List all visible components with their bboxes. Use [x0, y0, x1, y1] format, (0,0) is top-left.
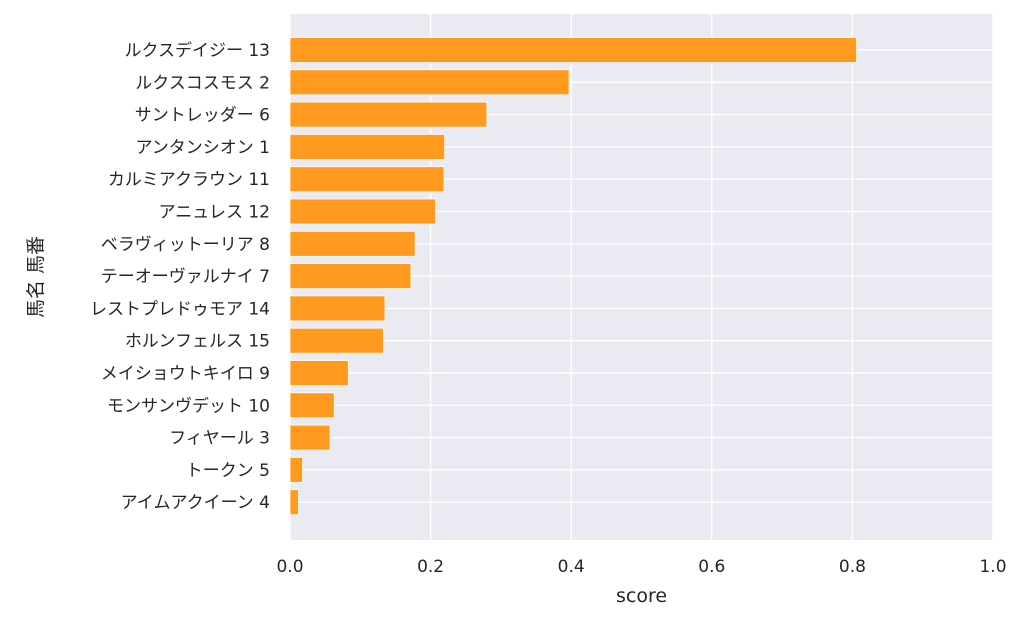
- bar: [289, 198, 436, 225]
- bar: [289, 263, 412, 290]
- bar: [289, 37, 858, 63]
- x-tick-labels: 0.0 0.2 0.4 0.6 0.8 1.0: [276, 557, 1006, 577]
- bar: [289, 392, 335, 419]
- x-tick-label: 1.0: [979, 557, 1006, 577]
- x-tick-label: 0.0: [276, 557, 303, 577]
- bar: [289, 327, 384, 354]
- y-tick-label: フィヤール 3: [169, 429, 270, 449]
- y-axis-label: 馬名 馬番: [25, 236, 47, 318]
- x-tick-label: 0.6: [698, 557, 725, 577]
- y-tick-label: アイムアクイーン 4: [121, 493, 270, 513]
- bar: [289, 166, 445, 193]
- bar: [289, 101, 488, 128]
- x-tick-label: 0.4: [558, 557, 585, 577]
- y-tick-label: モンサンヴデット 10: [107, 395, 270, 416]
- y-tick-label: メイショウトキイロ 9: [101, 364, 270, 384]
- y-tick-labels: ルクスデイジー 13 ルクスコスモス 2 サントレッダー 6 アンタンシオン 1 カルミ…: [90, 40, 270, 513]
- bar: [289, 456, 304, 483]
- bar: [289, 230, 416, 257]
- y-tick-label: レストプレドゥモア 14: [90, 299, 270, 319]
- bars: [289, 37, 858, 516]
- y-tick-label: アンタンシオン 1: [135, 138, 270, 158]
- y-tick-label: サントレッダー 6: [135, 106, 270, 126]
- y-tick-label: ルクスデイジー 13: [124, 40, 270, 61]
- bar: [289, 360, 349, 386]
- y-tick-label: ベラヴィットーリア 8: [101, 235, 270, 255]
- y-tick-label: カルミアクラウン 11: [108, 170, 270, 190]
- y-tick-label: ルクスコスモス 2: [135, 73, 270, 93]
- y-tick-label: テーオーヴァルナイ 7: [101, 267, 270, 287]
- y-tick-label: アニュレス 12: [159, 203, 270, 223]
- bar: [289, 489, 299, 516]
- x-axis-label: score: [616, 585, 667, 607]
- x-tick-label: 0.8: [839, 557, 866, 577]
- y-tick-label: ホルンフェルス 15: [125, 332, 270, 352]
- bar: [289, 133, 446, 160]
- y-tick-label: トークン 5: [186, 461, 270, 481]
- bar: [289, 295, 386, 322]
- x-tick-label: 0.2: [417, 557, 444, 577]
- bar: [289, 424, 331, 451]
- bar: [289, 69, 570, 96]
